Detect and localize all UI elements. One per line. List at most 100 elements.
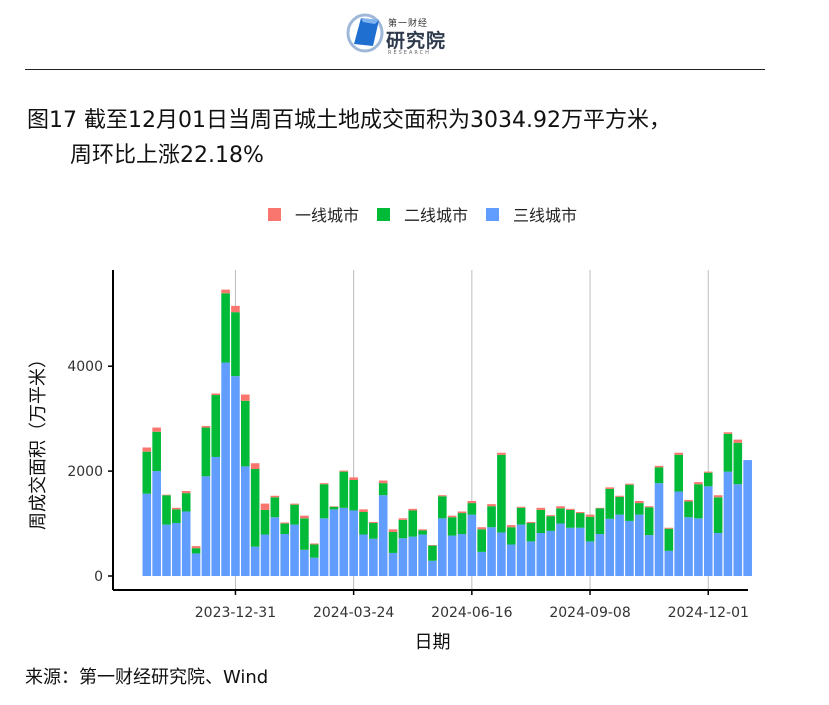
legend-item-tier1: 一线城市: [268, 202, 359, 226]
bar-segment: [615, 495, 624, 497]
bar-segment: [516, 507, 526, 525]
bar-segment: [359, 509, 368, 513]
bar-segment: [191, 548, 201, 554]
bar-segment: [635, 503, 644, 515]
bar-segment: [388, 531, 398, 553]
bar-segment: [231, 305, 240, 313]
bar-segment: [467, 500, 477, 504]
bar-segment: [231, 312, 240, 377]
bar-segment: [546, 530, 555, 576]
bar-segment: [447, 515, 457, 518]
bar-segment: [556, 506, 565, 509]
bar-segment: [546, 516, 555, 531]
bar-segment: [674, 491, 683, 576]
bar-segment: [487, 527, 496, 576]
bar-segment: [369, 521, 378, 524]
bar-segment: [506, 544, 516, 576]
bar-segment: [625, 484, 634, 521]
bar-segment: [703, 472, 713, 487]
bar-segment: [349, 510, 358, 576]
bar-segment: [319, 483, 329, 485]
bar-segment: [536, 507, 546, 510]
bar-segment: [457, 511, 467, 514]
bar-segment: [290, 504, 299, 525]
logo-text-top: 第一财经: [388, 19, 429, 29]
bar-segment: [694, 484, 703, 519]
bar-segment: [575, 527, 585, 576]
bar-segment: [654, 483, 664, 576]
bar-segment: [556, 523, 565, 576]
bar-segment: [388, 529, 398, 532]
bar-segment: [181, 511, 191, 576]
bar-segment: [723, 471, 733, 576]
bar-segment: [162, 524, 171, 576]
bar-segment: [457, 534, 467, 576]
bar-segment: [250, 463, 260, 470]
bar-segment: [221, 293, 230, 363]
bar-segment: [526, 523, 536, 542]
bar-segment: [300, 549, 309, 576]
bar-segment: [467, 503, 477, 515]
bar-segment: [585, 516, 595, 542]
bar-segment: [566, 509, 575, 528]
legend-swatch-tier3: [486, 207, 500, 221]
legend-item-tier3: 三线城市: [486, 202, 577, 226]
bar-segment: [566, 508, 575, 510]
logo-text-en: RESEARCH: [388, 50, 431, 56]
bar-segment: [162, 494, 171, 496]
bar-segment: [221, 362, 230, 576]
bar-segment: [447, 535, 457, 576]
header-divider: [25, 69, 765, 70]
bar-segment: [477, 551, 486, 576]
bar-segment: [172, 523, 181, 576]
bar-segment: [536, 532, 546, 576]
y-tick-label: 4000: [67, 359, 103, 375]
bar-segment: [428, 560, 437, 576]
bar-segment: [625, 483, 634, 485]
bar-segment: [684, 501, 693, 518]
source-note: 来源：第一财经研究院、Wind: [25, 667, 269, 688]
bar-segment: [309, 557, 319, 576]
bar-segment: [497, 452, 506, 455]
bar-segment: [260, 509, 270, 535]
bar-segment: [585, 514, 595, 517]
bar-segment: [201, 425, 211, 428]
bar-segment: [595, 534, 605, 576]
bar-segment: [339, 471, 349, 508]
bar-segment: [654, 467, 664, 484]
bar-segment: [674, 452, 683, 455]
bar-segment: [378, 483, 388, 496]
bar-segment: [684, 517, 693, 576]
bar-segment: [428, 545, 437, 561]
bar-segment: [625, 520, 634, 576]
bar-segment: [457, 513, 467, 535]
bar-segment: [329, 506, 339, 510]
bar-segment: [408, 536, 418, 576]
bar-segment: [733, 442, 743, 485]
bar-segment: [152, 427, 161, 432]
bar-segment: [526, 541, 536, 576]
bar-segment: [723, 432, 733, 434]
chart-legend: 一线城市 二线城市 三线城市: [268, 203, 595, 225]
bar-segment: [595, 508, 605, 535]
bar-segment: [516, 524, 526, 576]
bar-segment: [280, 534, 289, 576]
logo-text-main: 研究院: [386, 30, 447, 52]
bar-segment: [664, 528, 674, 551]
bar-segment: [438, 495, 447, 497]
bar-segment: [221, 289, 230, 294]
bar-segment: [733, 484, 743, 576]
bar-segment: [300, 518, 309, 550]
x-tick-label: 2024-03-24: [313, 605, 394, 621]
bar-segment: [359, 512, 368, 535]
bar-segment: [319, 484, 329, 519]
bar-segment: [172, 509, 181, 524]
legend-swatch-tier1: [268, 207, 281, 221]
legend-swatch-tier2: [377, 207, 391, 221]
bar-segment: [703, 486, 713, 576]
bar-segment: [694, 482, 703, 485]
bar-segment: [575, 512, 585, 514]
bar-segment: [270, 517, 280, 576]
bar-segment: [546, 515, 555, 517]
